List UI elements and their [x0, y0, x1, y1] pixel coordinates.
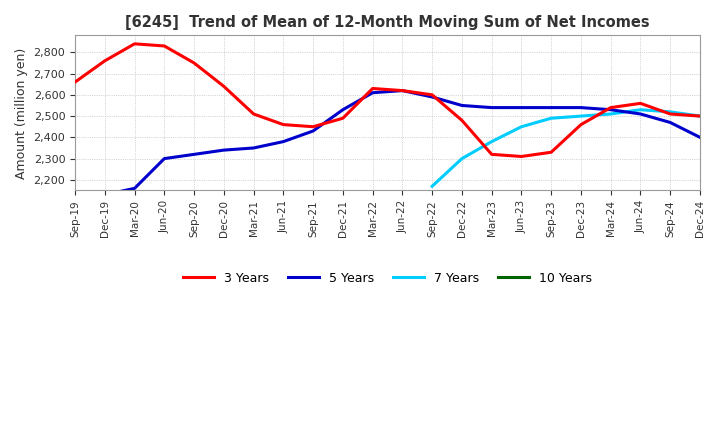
3 Years: [190, 60, 199, 66]
Line: 7 Years: 7 Years: [432, 110, 700, 186]
7 Years: [696, 114, 704, 119]
5 Years: [398, 88, 407, 93]
7 Years: [666, 109, 675, 114]
5 Years: [636, 111, 645, 117]
Legend: 3 Years, 5 Years, 7 Years, 10 Years: 3 Years, 5 Years, 7 Years, 10 Years: [178, 267, 598, 290]
5 Years: [458, 103, 467, 108]
Line: 3 Years: 3 Years: [75, 44, 700, 157]
5 Years: [101, 192, 109, 198]
5 Years: [160, 156, 168, 161]
5 Years: [190, 152, 199, 157]
3 Years: [547, 150, 556, 155]
3 Years: [487, 152, 496, 157]
3 Years: [428, 92, 436, 98]
5 Years: [338, 107, 347, 112]
5 Years: [517, 105, 526, 110]
5 Years: [369, 90, 377, 95]
3 Years: [338, 116, 347, 121]
3 Years: [577, 122, 585, 127]
Title: [6245]  Trend of Mean of 12-Month Moving Sum of Net Incomes: [6245] Trend of Mean of 12-Month Moving …: [125, 15, 650, 30]
7 Years: [636, 107, 645, 112]
5 Years: [249, 145, 258, 150]
3 Years: [279, 122, 288, 127]
3 Years: [220, 84, 228, 89]
3 Years: [606, 105, 615, 110]
3 Years: [398, 88, 407, 93]
3 Years: [309, 124, 318, 129]
7 Years: [606, 111, 615, 117]
7 Years: [428, 183, 436, 189]
3 Years: [369, 86, 377, 91]
3 Years: [636, 101, 645, 106]
3 Years: [666, 111, 675, 117]
3 Years: [160, 43, 168, 48]
3 Years: [458, 118, 467, 123]
7 Years: [577, 114, 585, 119]
3 Years: [696, 114, 704, 119]
5 Years: [606, 107, 615, 112]
5 Years: [428, 94, 436, 99]
3 Years: [517, 154, 526, 159]
5 Years: [666, 120, 675, 125]
7 Years: [487, 139, 496, 144]
5 Years: [577, 105, 585, 110]
7 Years: [517, 124, 526, 129]
5 Years: [279, 139, 288, 144]
5 Years: [220, 147, 228, 153]
7 Years: [547, 116, 556, 121]
3 Years: [249, 111, 258, 117]
Y-axis label: Amount (million yen): Amount (million yen): [15, 47, 28, 179]
5 Years: [696, 135, 704, 140]
5 Years: [547, 105, 556, 110]
5 Years: [130, 186, 139, 191]
3 Years: [101, 58, 109, 63]
Line: 5 Years: 5 Years: [105, 91, 700, 195]
7 Years: [458, 156, 467, 161]
5 Years: [309, 128, 318, 134]
3 Years: [71, 80, 79, 85]
3 Years: [130, 41, 139, 47]
5 Years: [487, 105, 496, 110]
